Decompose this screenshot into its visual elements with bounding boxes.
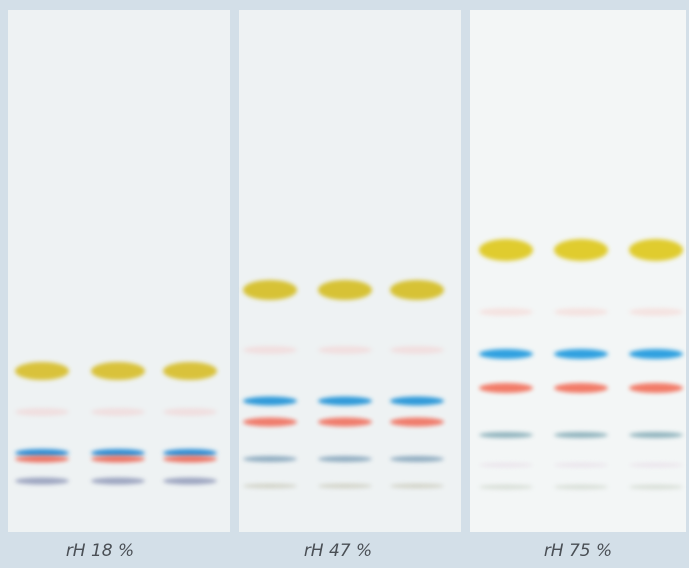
band [554, 383, 608, 393]
band [243, 346, 297, 354]
plate [239, 10, 461, 532]
band [91, 456, 145, 463]
panel-label: rH 47 % [304, 541, 372, 561]
band [318, 484, 372, 489]
band [163, 362, 217, 380]
band [390, 484, 444, 489]
band [479, 383, 533, 393]
band [163, 478, 217, 485]
panel-label: rH 75 % [544, 541, 612, 561]
band [629, 432, 683, 438]
band [318, 418, 372, 427]
band [479, 485, 533, 490]
band [629, 239, 683, 261]
plates [8, 10, 686, 532]
band [554, 485, 608, 490]
plate [470, 10, 686, 532]
band [479, 432, 533, 438]
band [479, 349, 533, 359]
band [390, 418, 444, 427]
band [554, 349, 608, 359]
band [318, 280, 372, 300]
band [318, 397, 372, 406]
band [15, 408, 69, 416]
band [554, 308, 608, 316]
band [15, 478, 69, 485]
figure: rH 18 % rH 47 % rH 75 % [0, 0, 689, 568]
band [629, 463, 683, 468]
band [629, 485, 683, 490]
band [243, 484, 297, 489]
band [243, 418, 297, 427]
band [91, 408, 145, 416]
band [163, 456, 217, 463]
band [629, 308, 683, 316]
band [243, 280, 297, 300]
band [390, 346, 444, 354]
band [15, 456, 69, 463]
band [629, 349, 683, 359]
band [243, 397, 297, 406]
band [15, 362, 69, 380]
band [318, 346, 372, 354]
band [629, 383, 683, 393]
band [554, 463, 608, 468]
panel-label: rH 18 % [66, 541, 134, 561]
band [554, 239, 608, 261]
band [243, 456, 297, 462]
band [91, 478, 145, 485]
band [390, 280, 444, 300]
band [479, 463, 533, 468]
band [318, 456, 372, 462]
band [390, 397, 444, 406]
band [390, 456, 444, 462]
band [479, 239, 533, 261]
band [554, 432, 608, 438]
band [163, 408, 217, 416]
band [91, 362, 145, 380]
band [479, 308, 533, 316]
